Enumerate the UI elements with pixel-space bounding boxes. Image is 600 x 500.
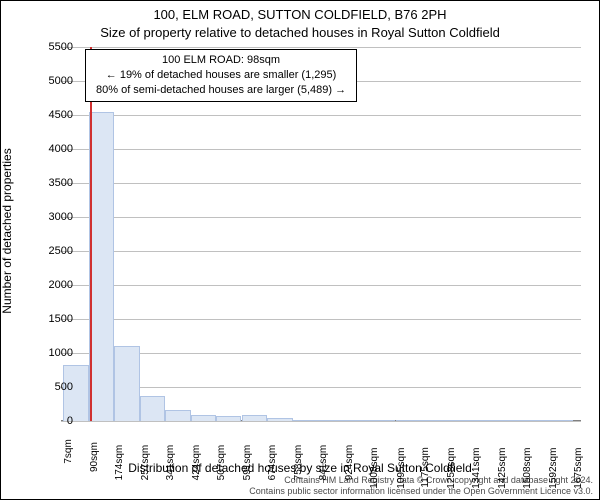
grid-line — [61, 183, 581, 184]
plot-area — [61, 47, 581, 421]
chart-container: 100, ELM ROAD, SUTTON COLDFIELD, B76 2PH… — [0, 0, 600, 500]
x-tick-label: 257sqm — [140, 409, 151, 445]
x-tick-label: 758sqm — [293, 409, 304, 445]
chart-title-line1: 100, ELM ROAD, SUTTON COLDFIELD, B76 2PH — [1, 7, 599, 22]
x-tick-label: 1508sqm — [522, 406, 533, 447]
grid-line — [61, 149, 581, 150]
y-tick-label: 3000 — [33, 211, 73, 223]
plot-inner — [61, 47, 581, 421]
x-tick-label: 1675sqm — [573, 406, 584, 447]
y-axis-label: Number of detached properties — [0, 148, 14, 313]
annotation-box: 100 ELM ROAD: 98sqm ← 19% of detached ho… — [85, 49, 357, 102]
annotation-line1: 100 ELM ROAD: 98sqm — [96, 53, 346, 68]
y-tick-label: 5500 — [33, 41, 73, 53]
y-tick-label: 1500 — [33, 313, 73, 325]
x-tick-label: 1095sqm — [396, 406, 407, 447]
x-tick-label: 341sqm — [165, 409, 176, 445]
annotation-line2: ← 19% of detached houses are smaller (1,… — [96, 68, 346, 83]
y-tick-label: 2500 — [33, 245, 73, 257]
y-tick-label: 1000 — [33, 347, 73, 359]
chart-title-line2: Size of property relative to detached ho… — [1, 25, 599, 40]
marker-line — [90, 47, 92, 421]
grid-line — [61, 285, 581, 286]
grid-line — [61, 115, 581, 116]
grid-line — [61, 251, 581, 252]
grid-line — [61, 47, 581, 48]
x-tick-label: 1258sqm — [446, 406, 457, 447]
grid-line — [61, 217, 581, 218]
x-tick-label: 591sqm — [242, 409, 253, 445]
x-tick-label: 1341sqm — [471, 406, 482, 447]
x-tick-label: 7sqm — [63, 415, 74, 439]
x-tick-label: 674sqm — [267, 409, 278, 445]
x-tick-label: 507sqm — [216, 409, 227, 445]
y-tick-label: 2000 — [33, 279, 73, 291]
y-tick-label: 5000 — [33, 75, 73, 87]
x-tick-label: 174sqm — [114, 409, 125, 445]
y-tick-label: 4000 — [33, 143, 73, 155]
grid-line — [61, 319, 581, 320]
y-tick-label: 3500 — [33, 177, 73, 189]
x-tick-label: 841sqm — [318, 409, 329, 445]
histogram-bar — [89, 112, 114, 421]
y-tick-label: 500 — [33, 381, 73, 393]
y-tick-label: 4500 — [33, 109, 73, 121]
x-tick-label: 424sqm — [191, 409, 202, 445]
x-tick-label: 1425sqm — [497, 406, 508, 447]
x-tick-label: 1175sqm — [420, 407, 431, 447]
x-tick-label: 924sqm — [344, 409, 355, 445]
x-tick-label: 1008sqm — [369, 406, 380, 447]
x-tick-label: 1592sqm — [548, 406, 559, 447]
annotation-line3: 80% of semi-detached houses are larger (… — [96, 83, 346, 98]
